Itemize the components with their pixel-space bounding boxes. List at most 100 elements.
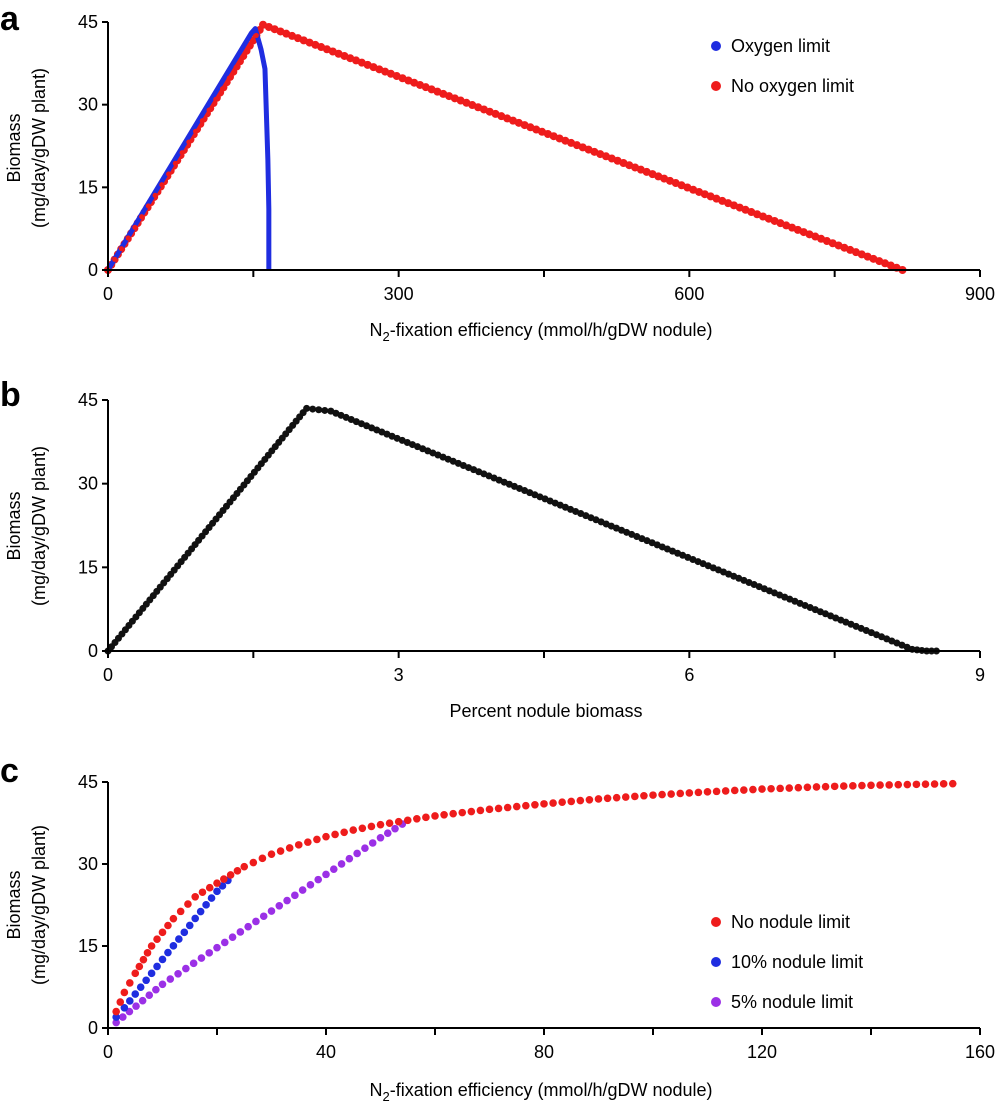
panel-b-ytick-label: 30 xyxy=(78,474,98,494)
no-nodule-limit-point xyxy=(139,955,148,964)
no-nodule-limit-point xyxy=(349,826,358,834)
no-nodule-limit-point xyxy=(849,782,857,790)
no-nodule-limit-point xyxy=(939,780,948,788)
no-nodule-limit-point xyxy=(158,928,167,937)
5pct-nodule-limit-point xyxy=(118,1013,127,1021)
5pct-nodule-limit-point xyxy=(329,865,338,873)
panel-c-xlabel-n: N xyxy=(369,1080,382,1100)
panel-a-ytick-label: 0 xyxy=(88,260,98,280)
10pct-nodule-limit-point xyxy=(185,921,194,930)
5pct-nodule-limit-point xyxy=(283,896,291,905)
no-nodule-limit-point xyxy=(126,979,134,987)
10pct-nodule-limit-point xyxy=(164,948,172,957)
10pct-nodule-limit-point xyxy=(202,901,210,909)
no-oxygen-limit-point-overlay xyxy=(199,118,205,124)
no-nodule-limit-point xyxy=(522,801,530,810)
no-oxygen-limit-point-overlay xyxy=(186,139,192,145)
5pct-nodule-limit-point xyxy=(306,881,315,889)
no-oxygen-limit-point-overlay xyxy=(166,171,172,177)
10pct-nodule-limit-point xyxy=(136,983,145,991)
no-oxygen-limit-point-overlay xyxy=(226,75,232,81)
panel-a-xtick-label: 0 xyxy=(103,284,113,304)
5pct-nodule-limit-point xyxy=(205,949,214,957)
legend-label-10pct-nodule-limit: 10% nodule limit xyxy=(731,952,863,972)
no-oxygen-limit-point-overlay xyxy=(219,86,226,92)
no-oxygen-limit-point-overlay xyxy=(118,246,125,252)
no-nodule-limit-point xyxy=(198,888,207,897)
no-nodule-limit-point xyxy=(458,808,467,817)
no-nodule-limit-point xyxy=(621,793,630,801)
5pct-nodule-limit-point xyxy=(298,886,307,894)
no-nodule-limit-point xyxy=(176,907,185,916)
no-nodule-limit-point xyxy=(485,805,494,814)
no-nodule-limit-point xyxy=(558,798,566,807)
no-nodule-limit-point xyxy=(749,785,757,794)
10pct-nodule-limit-point xyxy=(131,990,140,998)
no-oxygen-limit-point-overlay xyxy=(233,64,239,71)
no-oxygen-limit-point-overlay xyxy=(246,43,253,49)
5pct-nodule-limit-point xyxy=(314,875,323,884)
no-nodule-limit-point xyxy=(205,883,214,892)
no-nodule-limit-point xyxy=(403,816,412,825)
panel-a-xtick-label: 300 xyxy=(384,284,414,304)
no-nodule-limit-point xyxy=(184,900,192,908)
5pct-nodule-limit-point xyxy=(244,922,252,931)
no-oxygen-limit-point-overlay xyxy=(240,54,246,60)
no-nodule-limit-point xyxy=(322,832,330,841)
no-nodule-limit-point xyxy=(276,847,285,855)
panel-c-xtick-label: 0 xyxy=(103,1042,113,1062)
5pct-nodule-limit-point xyxy=(152,985,160,994)
no-oxygen-limit-point-overlay xyxy=(172,160,179,166)
panel-c-ylabel-line1: Biomass xyxy=(4,870,24,939)
5pct-nodule-limit-point xyxy=(291,891,299,900)
no-nodule-limit-point xyxy=(294,841,303,849)
no-nodule-limit-point xyxy=(512,802,521,811)
no-nodule-limit-point xyxy=(367,822,376,831)
panel-c-xtick-label: 160 xyxy=(965,1042,995,1062)
panel-a-xtick-label: 900 xyxy=(965,284,995,304)
5pct-nodule-limit-point xyxy=(189,959,198,968)
no-nodule-limit-point xyxy=(413,815,421,823)
panel-b-axes: 0 15 30 45 0 3 6 9 xyxy=(78,390,985,685)
panel-b-xtick-label: 9 xyxy=(975,665,985,685)
5pct-nodule-limit-point xyxy=(353,849,361,858)
no-nodule-limit-point xyxy=(867,781,875,790)
5pct-nodule-limit-point xyxy=(368,839,377,847)
no-nodule-limit-point xyxy=(476,806,485,815)
10pct-nodule-limit-point xyxy=(180,928,189,937)
5pct-nodule-limit-point xyxy=(259,912,268,921)
5pct-nodule-limit-point xyxy=(132,1002,140,1010)
panel-c-xtick-label: 80 xyxy=(534,1042,554,1062)
no-oxygen-limit-point-overlay xyxy=(179,150,185,156)
no-nodule-limit-point xyxy=(631,792,639,801)
no-nodule-limit-point xyxy=(494,804,503,813)
no-oxygen-limit-point-overlay xyxy=(112,256,118,262)
5pct-nodule-limit-point xyxy=(220,938,229,947)
no-nodule-limit-point xyxy=(304,838,312,846)
no-nodule-limit-point xyxy=(531,800,539,809)
no-nodule-limit-point xyxy=(812,783,821,791)
no-nodule-limit-point xyxy=(340,828,348,837)
5pct-nodule-limit-point xyxy=(275,901,284,910)
no-nodule-limit-point xyxy=(120,988,129,997)
no-nodule-limit-point xyxy=(758,785,766,793)
no-nodule-limit-point xyxy=(313,835,321,844)
no-nodule-limit-point xyxy=(131,969,140,978)
no-nodule-limit-point xyxy=(948,779,957,788)
10pct-nodule-limit-point xyxy=(147,969,156,978)
5pct-nodule-limit-point xyxy=(158,980,167,989)
no-nodule-limit-point xyxy=(685,789,694,797)
no-oxygen-limit-point-overlay xyxy=(253,32,259,39)
no-nodule-limit-point xyxy=(249,858,258,867)
no-nodule-limit-point xyxy=(258,854,267,863)
no-nodule-limit-point xyxy=(376,820,385,829)
no-nodule-limit-point xyxy=(903,780,912,789)
oxygen-limit-line xyxy=(105,26,272,272)
10pct-nodule-limit-point xyxy=(207,894,216,902)
no-nodule-limit-point xyxy=(658,790,666,799)
panel-b-ytick-label: 45 xyxy=(78,390,98,410)
5pct-nodule-limit-point xyxy=(391,824,399,833)
no-oxygen-limit-point-overlay xyxy=(145,203,152,209)
panel-b-letter: b xyxy=(0,376,21,414)
